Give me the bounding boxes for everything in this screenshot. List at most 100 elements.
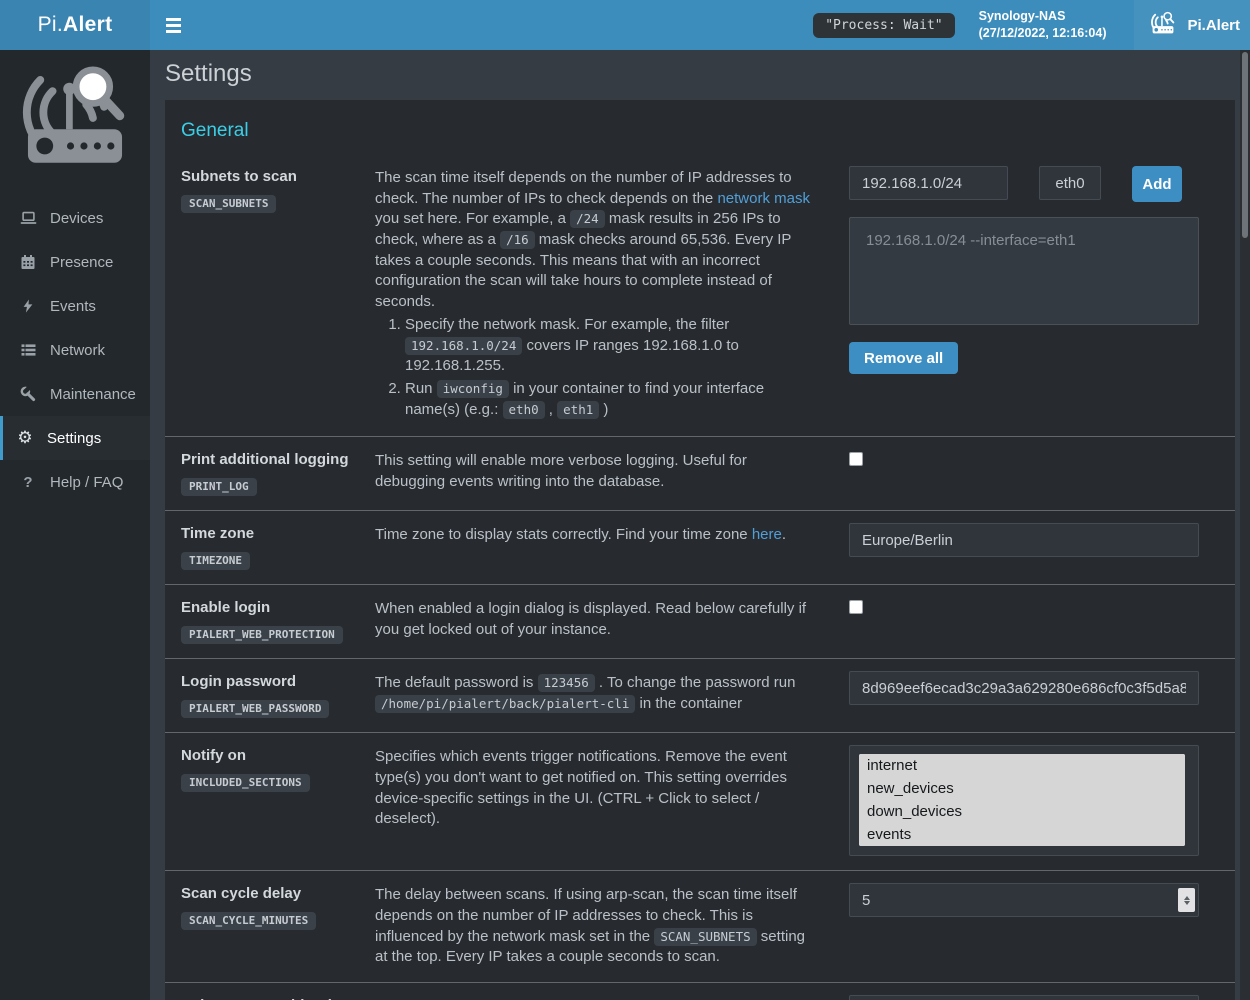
navbar: "Process: Wait" Synology-NAS (27/12/2022…: [150, 0, 1250, 50]
inline-code: eth0: [502, 400, 545, 419]
setting-description: The default password is 123456 . To chan…: [375, 671, 849, 718]
sidebar-item-label: Events: [50, 297, 96, 315]
multiselect-option[interactable]: events: [859, 823, 1185, 846]
interface-input[interactable]: [1039, 166, 1101, 200]
desc-text: mask results in 256 IPs to check, where …: [375, 210, 781, 249]
inline-code: SCAN_SUBNETS: [654, 927, 757, 946]
sidebar-item-maintenance[interactable]: Maintenance: [0, 372, 150, 416]
instruction-item: Specify the network mask. For example, t…: [405, 315, 821, 377]
sidebar-item-network[interactable]: Network: [0, 328, 150, 372]
setting-name: Login password: [181, 673, 297, 691]
setting-row: Print additional logging PRINT_LOG This se…: [165, 437, 1235, 512]
add-subnet-button[interactable]: Add: [1132, 166, 1182, 202]
setting-code-badge: PIALERT_WEB_PROTECTION: [181, 626, 343, 645]
desc-text: When enabled a login dialog is displayed…: [375, 600, 807, 638]
setting-description: The scan time itself depends on the numb…: [375, 166, 849, 422]
wrench-icon: [19, 385, 37, 403]
setting-control: internetnew_devicesdown_devicesevents: [849, 745, 1199, 857]
sidebar-item-settings[interactable]: ⚙ Settings: [0, 416, 150, 460]
calendar-icon: [19, 253, 37, 271]
sidebar-toggle-icon[interactable]: [150, 0, 196, 50]
inline-code: /home/pi/pialert/back/pialert-cli: [375, 694, 636, 713]
multiselect-option[interactable]: internet: [859, 754, 1185, 777]
notify-multiselect[interactable]: internetnew_devicesdown_devicesevents: [859, 754, 1185, 847]
setting-row: Scan cycle delay SCAN_CYCLE_MINUTES The de…: [165, 871, 1235, 983]
setting-description: The delay between scans. If using arp-sc…: [375, 883, 849, 968]
desc-text: covers IP ranges 192.168.1.0 to 192.168.…: [405, 336, 739, 375]
setting-name: Time zone: [181, 525, 255, 543]
settings-card-general: General Subnets to scan SCAN_SUBNETS The sc…: [165, 100, 1235, 1000]
user-menu[interactable]: Pi.Alert: [1134, 0, 1250, 50]
remove-all-button[interactable]: Remove all: [849, 342, 959, 374]
sidebar-item-label: Network: [50, 341, 106, 359]
nas-name: Synology-NAS: [978, 9, 1066, 24]
page-scrollbar[interactable]: [1240, 50, 1250, 1000]
desc-text: This setting will enable more verbose lo…: [375, 452, 747, 490]
desc-text: ,: [544, 400, 558, 418]
section-heading: General: [181, 120, 249, 141]
page-title: Settings: [165, 60, 252, 87]
setting-checkbox[interactable]: [849, 600, 863, 615]
sidebar-item-presence[interactable]: Presence: [0, 240, 150, 284]
setting-number-input[interactable]: [849, 883, 1199, 918]
setting-name: Scan cycle delay: [181, 885, 302, 903]
setting-text-input[interactable]: [849, 523, 1199, 558]
inline-link[interactable]: network mask: [717, 189, 810, 207]
desc-text: Specifies which events trigger notificat…: [375, 748, 787, 828]
scrollbar-thumb[interactable]: [1242, 52, 1248, 238]
setting-description: Specifies which events trigger notificat…: [375, 745, 849, 856]
sidebar-item-help-faq[interactable]: ? Help / FAQ: [0, 460, 150, 504]
subnet-list[interactable]: 192.168.1.0/24 --interface=eth1: [849, 217, 1199, 325]
number-spinner[interactable]: [1178, 888, 1195, 913]
pialert-router-icon: [1148, 10, 1178, 40]
subnet-input[interactable]: [849, 166, 1008, 200]
inline-code: /16: [500, 231, 535, 250]
sidebar-menu: Devices Presence Events Network Maintenance ⚙…: [0, 196, 150, 504]
setting-control: [849, 449, 1199, 496]
bolt-icon: [19, 297, 37, 315]
setting-code-badge: PIALERT_WEB_PASSWORD: [181, 700, 330, 719]
desc-text: ): [599, 400, 609, 418]
settings-cards: General Subnets to scan SCAN_SUBNETS The sc…: [150, 100, 1250, 1000]
sidebar-item-label: Help / FAQ: [50, 473, 124, 491]
inline-link[interactable]: here: [751, 526, 782, 544]
desc-text: .: [781, 526, 787, 544]
brand-logo[interactable]: Pi. Alert: [0, 0, 150, 50]
setting-row: Notify on INCLUDED_SECTIONS Specifies whic…: [165, 733, 1235, 872]
laptop-icon: [19, 209, 37, 227]
setting-code-badge: SCAN_SUBNETS: [181, 195, 277, 213]
setting-label-col: Print additional logging PRINT_LOG: [181, 449, 375, 497]
setting-description: This setting will enable more verbose lo…: [375, 449, 849, 496]
sidebar-item-devices[interactable]: Devices: [0, 196, 150, 240]
setting-name: Print additional logging: [181, 451, 349, 469]
sidebar-item-label: Presence: [50, 253, 114, 271]
setting-row: Time zone TIMEZONE Time zone to display st…: [165, 511, 1235, 586]
desc-text: The delay between scans. If using arp-sc…: [375, 886, 797, 945]
top-header: Pi. Alert "Process: Wait" Synology-NAS (2…: [0, 0, 1250, 50]
setting-description: Time zone to display stats correctly. Fi…: [375, 523, 849, 570]
brand-prefix: Pi.: [37, 13, 64, 36]
setting-control: [849, 523, 1199, 570]
inline-code: 123456: [537, 674, 595, 693]
network-icon: [19, 341, 37, 359]
setting-checkbox[interactable]: [849, 452, 863, 467]
user-name: Pi.Alert: [1187, 16, 1240, 34]
setting-code-badge: TIMEZONE: [181, 552, 250, 571]
sidebar-item-events[interactable]: Events: [0, 284, 150, 328]
inline-code: iwconfig: [436, 379, 509, 398]
setting-code-badge: PRINT_LOG: [181, 478, 257, 497]
multiselect-option[interactable]: down_devices: [859, 800, 1185, 823]
subnet-list-item[interactable]: 192.168.1.0/24 --interface=eth1: [866, 232, 1076, 249]
setting-control: [849, 671, 1199, 718]
sidebar-item-label: Devices: [50, 209, 104, 227]
gear-icon: ⚙: [17, 427, 33, 448]
setting-label-col: Scan cycle delay SCAN_CYCLE_MINUTES: [181, 883, 375, 968]
multiselect-option[interactable]: new_devices: [859, 777, 1185, 800]
setting-text-input[interactable]: [849, 671, 1199, 706]
setting-number-input[interactable]: [849, 995, 1199, 1000]
inline-code: eth1: [557, 400, 600, 419]
desc-text: in your container to find your interface…: [405, 379, 765, 418]
setting-control: Add 192.168.1.0/24 --interface=eth1 Remove…: [849, 166, 1199, 422]
pialert-logo: [0, 50, 150, 184]
